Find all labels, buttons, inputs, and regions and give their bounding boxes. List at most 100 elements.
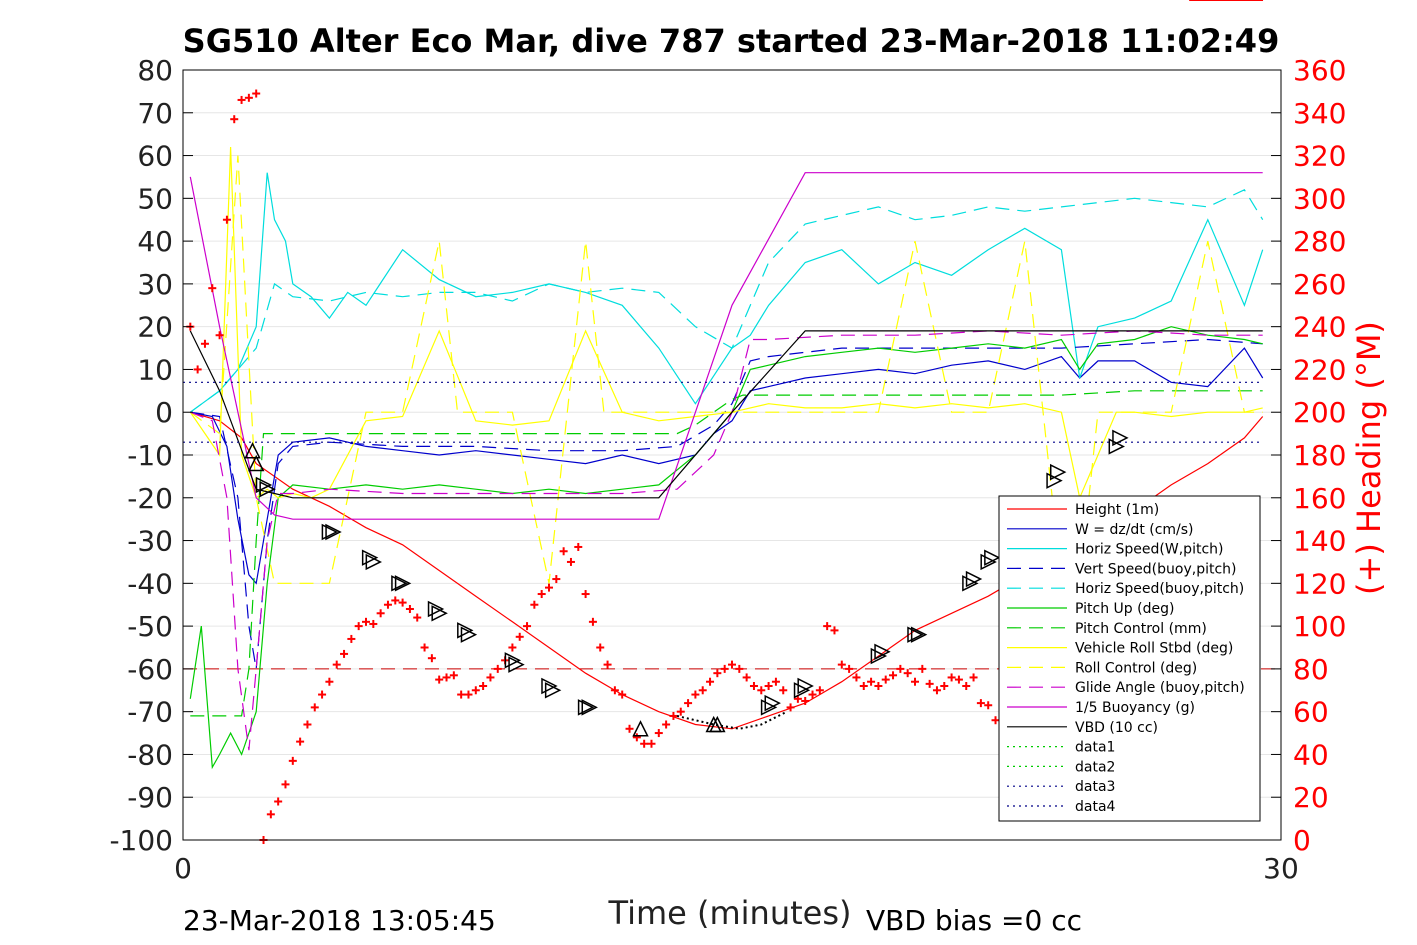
heading-point (610, 686, 619, 695)
heading-point (545, 583, 553, 592)
heading-point (449, 671, 458, 680)
legend-label-4: Vert Speed(buoy,pitch) (1075, 561, 1237, 577)
heading-point (252, 89, 261, 98)
heading-point (596, 643, 605, 652)
right-y-tick-label: 220 (1293, 353, 1346, 386)
triangle-marker (1049, 463, 1067, 481)
triangle-marker (965, 570, 983, 588)
heading-point (332, 660, 341, 669)
right-y-tick-label: 60 (1293, 696, 1329, 729)
right-y-tick-label: 300 (1293, 182, 1346, 215)
y-tick-label: -60 (127, 653, 173, 686)
y-tick-label: 50 (137, 182, 173, 215)
heading-point (274, 797, 283, 806)
heading-point (281, 780, 290, 789)
heading-point (230, 115, 239, 124)
legend-box (998, 495, 1261, 822)
triangle-marker (244, 442, 261, 459)
heading-point (391, 596, 400, 605)
legend-label-5: Horiz Speed(buoy,pitch) (1075, 581, 1244, 597)
triangle-marker (907, 626, 924, 643)
right-y-tick-label: 360 (1293, 54, 1346, 87)
y-tick-label: 30 (137, 268, 173, 301)
right-y-tick-label: 20 (1293, 781, 1329, 814)
heading-point (588, 617, 597, 626)
heading-point (757, 686, 766, 695)
heading-point (354, 622, 363, 631)
heading-point (881, 675, 890, 684)
heading-point (852, 673, 861, 682)
heading-point (640, 739, 649, 748)
heading-point (200, 339, 209, 348)
heading-point (779, 686, 788, 695)
heading-point (369, 619, 378, 628)
triangle-marker (508, 656, 525, 673)
heading-point (706, 677, 715, 686)
triangle-marker (874, 643, 891, 660)
footer-timestamp: 23-Mar-2018 13:05:45 (183, 904, 496, 937)
y-tick-label: -50 (127, 610, 173, 643)
heading-point (442, 673, 451, 682)
right-y-tick-label: 0 (1293, 824, 1311, 857)
right-y-tick-label: 80 (1293, 653, 1329, 686)
heading-point (288, 756, 297, 765)
triangle-marker (391, 575, 408, 592)
heading-point (530, 600, 539, 609)
legend-items: Height (1m) W = dz/dt (cm/s) Horiz Speed(W… (1007, 502, 1245, 815)
marker-layer (244, 429, 1129, 737)
heading-point (471, 686, 480, 695)
series-line-4 (190, 338, 1263, 670)
series-line-6 (189, 326, 1263, 770)
heading-point (413, 613, 422, 622)
triangle-marker (431, 605, 448, 622)
series-line-3 (189, 172, 1264, 413)
x-axis-label: Time (minutes) (608, 894, 852, 932)
apogee-dotted-segment (676, 710, 788, 730)
right-y-tick-label: 100 (1293, 610, 1346, 643)
heading-point (618, 690, 627, 699)
y-tick-label: 20 (137, 311, 173, 344)
heading-point (566, 557, 575, 566)
heading-point (976, 699, 985, 708)
triangle-marker (259, 481, 276, 498)
heading-point (222, 215, 231, 224)
legend-label-15: data3 (1075, 779, 1115, 795)
heading-point (398, 598, 407, 607)
series-line-7 (190, 390, 1263, 717)
right-y-tick-label: 340 (1293, 97, 1346, 130)
heading-point (427, 654, 436, 663)
heading-point (574, 542, 583, 551)
triangle-marker (709, 715, 726, 733)
heading-point (376, 609, 385, 618)
right-y-tick-label: 120 (1293, 567, 1346, 600)
heading-point (310, 703, 319, 712)
heading-point (749, 682, 758, 690)
triangle-marker (247, 454, 265, 472)
heading-point (903, 669, 912, 678)
heading-point (845, 664, 854, 673)
triangle-marker (760, 699, 778, 716)
y-tick-label: 40 (137, 225, 173, 258)
legend-label-9: Roll Control (deg) (1075, 660, 1197, 676)
legend-label-8: Vehicle Roll Stbd (deg) (1075, 641, 1233, 657)
heading-point (215, 331, 224, 340)
heading-point (823, 622, 832, 631)
heading-point (237, 95, 246, 104)
left-y-ticks: 80 70 60 50 40 30 20 10 0 -10 -20 -30 -40 -50 -60 -70 -8… (109, 54, 193, 857)
heading-point (932, 686, 941, 695)
legend-label-13: data1 (1075, 740, 1115, 756)
heading-point (603, 660, 612, 669)
y-tick-label: 70 (137, 97, 173, 130)
heading-point (771, 677, 780, 686)
legend-label-10: Glide Angle (buoy,pitch) (1075, 680, 1245, 696)
heading-point (764, 682, 773, 690)
legend-label-14: data2 (1075, 759, 1115, 775)
triangle-marker (577, 699, 595, 716)
series-line-5 (189, 189, 1264, 413)
triangle-marker (581, 699, 598, 716)
triangle-marker (962, 575, 979, 592)
x-tick-label: 0 (174, 852, 192, 885)
heading-point (713, 669, 722, 678)
heading-point (296, 737, 305, 746)
